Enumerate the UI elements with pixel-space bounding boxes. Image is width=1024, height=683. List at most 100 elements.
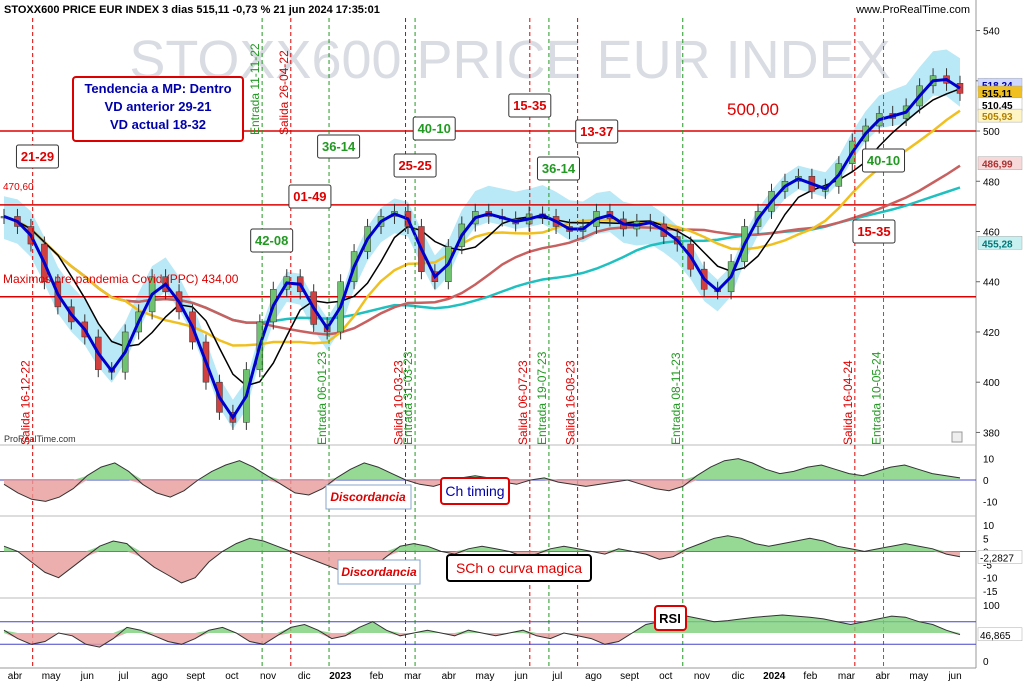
level-470-label: 470,60 <box>3 182 34 193</box>
marker-label: Entrada 06-01-23 <box>315 351 329 445</box>
sch-panel: 1050-5-10-15-2,2827 <box>0 521 1023 598</box>
info-line-1: Tendencia a MP: Dentro <box>84 81 231 96</box>
y-tick-label: 380 <box>983 428 1000 439</box>
score-box-label: 21-29 <box>21 149 54 164</box>
score-box <box>862 148 906 173</box>
score-box <box>15 144 59 169</box>
y-tick-label: 420 <box>983 328 1000 339</box>
x-tick-label: may <box>42 671 61 682</box>
x-tick-label: 2023 <box>329 671 352 682</box>
cyan-ma-label-bg <box>977 236 1023 250</box>
osc-negative-area <box>4 633 960 648</box>
credit-label: ProRealTime.com <box>4 434 76 444</box>
osc-tick-label: 10 <box>983 455 995 466</box>
x-tick-label: oct <box>659 671 673 682</box>
x-tick-label: may <box>476 671 495 682</box>
osc-tick-label: 100 <box>983 601 1000 612</box>
x-tick-label: jun <box>513 671 527 682</box>
price-panel: 380400420440460480500520540518,24515,115… <box>0 18 1023 668</box>
score-box <box>412 116 456 141</box>
ch-timing-label: Ch timing <box>445 483 504 499</box>
osc-positive-area <box>4 458 960 480</box>
level-500-label: 500,00 <box>727 100 779 119</box>
x-tick-label: ago <box>585 671 602 682</box>
ch-timing-box: Ch timing <box>440 477 510 505</box>
score-box <box>317 134 361 159</box>
score-box <box>288 184 332 209</box>
info-box: Tendencia a MP: Dentro VD anterior 29-21… <box>72 76 244 142</box>
y-tick-label: 440 <box>983 278 1000 289</box>
osc-last-value: -2,2827 <box>980 553 1014 564</box>
price-low-label: 510,45 <box>982 101 1013 112</box>
score-box-label: 01-49 <box>293 189 326 204</box>
osc-tick-label: 10 <box>983 521 995 532</box>
x-tick-label: sept <box>620 671 639 682</box>
price-last-label: 515,11 <box>982 89 1012 100</box>
marker-label: Entrada 19-07-23 <box>535 351 549 445</box>
score-box-label: 13-37 <box>580 124 613 139</box>
info-line-2: VD anterior 29-21 <box>105 99 212 114</box>
candle-body <box>956 83 964 94</box>
score-box-label: 36-14 <box>322 139 356 154</box>
osc-tick-label: -5 <box>983 561 992 572</box>
x-tick-label: mar <box>838 671 856 682</box>
x-tick-label: ago <box>151 671 168 682</box>
osc-tick-label: 0 <box>983 657 989 668</box>
x-tick-label: feb <box>803 671 817 682</box>
ma-black-line <box>3 88 961 387</box>
discordancia-box-1: Discordancia <box>325 484 412 510</box>
sch-label: SCh o curva magica <box>456 560 582 576</box>
x-tick-label: dic <box>732 671 745 682</box>
discordancia-label-1: Discordancia <box>330 490 406 504</box>
score-box <box>508 93 552 118</box>
y-tick-label: 460 <box>983 228 1000 239</box>
x-tick-label: may <box>909 671 928 682</box>
x-tick-label: sept <box>186 671 205 682</box>
marker-label: Entrada 31-03-23 <box>401 351 415 445</box>
level-434-label: Maximos pre-pandemia Covid (PPC) 434,00 <box>3 272 239 286</box>
x-tick-label: 2024 <box>763 671 786 682</box>
price-line <box>3 77 961 421</box>
score-box <box>852 219 896 244</box>
x-tick-label: abr <box>875 671 890 682</box>
score-box-label: 40-10 <box>418 121 451 136</box>
marker-label: Salida 16-04-24 <box>841 360 855 445</box>
score-box <box>575 119 619 144</box>
info-icon[interactable] <box>951 431 963 443</box>
x-tick-label: dic <box>298 671 311 682</box>
score-box <box>393 153 437 178</box>
discordancia-label-2: Discordancia <box>341 565 417 579</box>
osc-tick-label: 5 <box>983 534 989 545</box>
x-axis: abr may jun jul ago sept oct nov dic 2023 feb mar ab… <box>8 671 962 682</box>
score-box-label: 25-25 <box>398 158 431 173</box>
sch-box: SCh o curva magica <box>446 554 592 582</box>
osc-tick-label: -10 <box>983 574 998 585</box>
score-box-label: 36-14 <box>542 161 576 176</box>
rsi-label: RSI <box>659 611 681 626</box>
y-tick-label: 400 <box>983 378 1000 389</box>
marker-label: Salida 26-04-22 <box>277 50 291 135</box>
osc-line <box>3 535 961 584</box>
marker-label: Salida 16-08-23 <box>564 360 578 445</box>
marker-label: Entrada 08-11-23 <box>669 352 683 445</box>
red-ma-label: 486,99 <box>982 160 1013 171</box>
osc-tick-label: -15 <box>983 587 998 598</box>
x-tick-label: jun <box>947 671 961 682</box>
osc-last-value: 46,865 <box>980 631 1011 642</box>
x-tick-label: abr <box>8 671 23 682</box>
score-box-label: 40-10 <box>867 153 900 168</box>
y-tick-label: 540 <box>983 27 1000 38</box>
x-tick-label: feb <box>370 671 384 682</box>
y-tick-label: 480 <box>983 177 1000 188</box>
x-tick-label: jul <box>551 671 562 682</box>
score-box-label: 42-08 <box>255 233 288 248</box>
x-tick-label: oct <box>225 671 239 682</box>
osc-tick-label: 0 <box>983 476 989 487</box>
rsi-panel: 10050046,865 <box>0 601 1023 668</box>
source-label: www.ProRealTime.com <box>855 4 970 16</box>
score-box-label: 15-35 <box>857 224 890 239</box>
marker-label: Salida 16-12-22 <box>19 360 33 445</box>
score-box-label: 15-35 <box>513 98 546 113</box>
osc-positive-area <box>4 615 960 633</box>
